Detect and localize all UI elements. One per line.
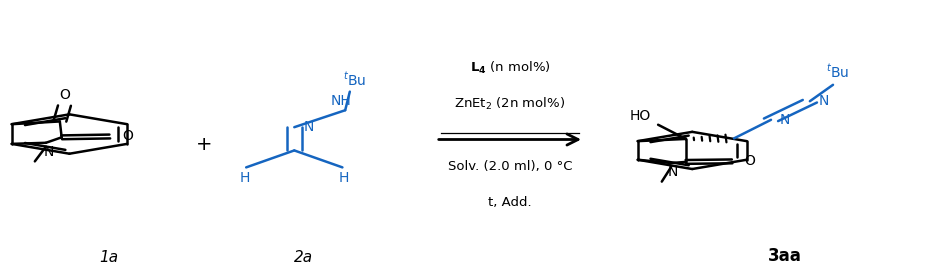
Text: 3aa: 3aa — [768, 247, 802, 265]
Text: ZnEt$_2$ (2n mol%): ZnEt$_2$ (2n mol%) — [454, 96, 565, 112]
Text: N: N — [818, 94, 829, 108]
Text: N: N — [668, 165, 678, 179]
Text: O: O — [744, 154, 755, 168]
Text: +: + — [196, 136, 213, 155]
Text: $\mathbf{L_4}$ (n mol%): $\mathbf{L_4}$ (n mol%) — [469, 60, 550, 76]
Text: N: N — [304, 120, 314, 134]
Text: HO: HO — [629, 109, 651, 122]
Text: N: N — [44, 145, 54, 159]
Text: H: H — [239, 171, 250, 185]
Text: 1a: 1a — [100, 250, 119, 265]
Text: O: O — [122, 129, 133, 143]
Text: N: N — [779, 113, 789, 127]
Text: O: O — [59, 88, 70, 102]
Text: Solv. (2.0 ml), 0 °C: Solv. (2.0 ml), 0 °C — [448, 160, 573, 173]
Text: NH: NH — [331, 93, 351, 107]
Text: $^{t}$Bu: $^{t}$Bu — [826, 63, 849, 81]
Text: H: H — [339, 171, 349, 185]
Text: t, Add.: t, Add. — [488, 196, 532, 209]
Text: $^{t}$Bu: $^{t}$Bu — [343, 71, 366, 88]
Text: 2a: 2a — [294, 250, 313, 265]
